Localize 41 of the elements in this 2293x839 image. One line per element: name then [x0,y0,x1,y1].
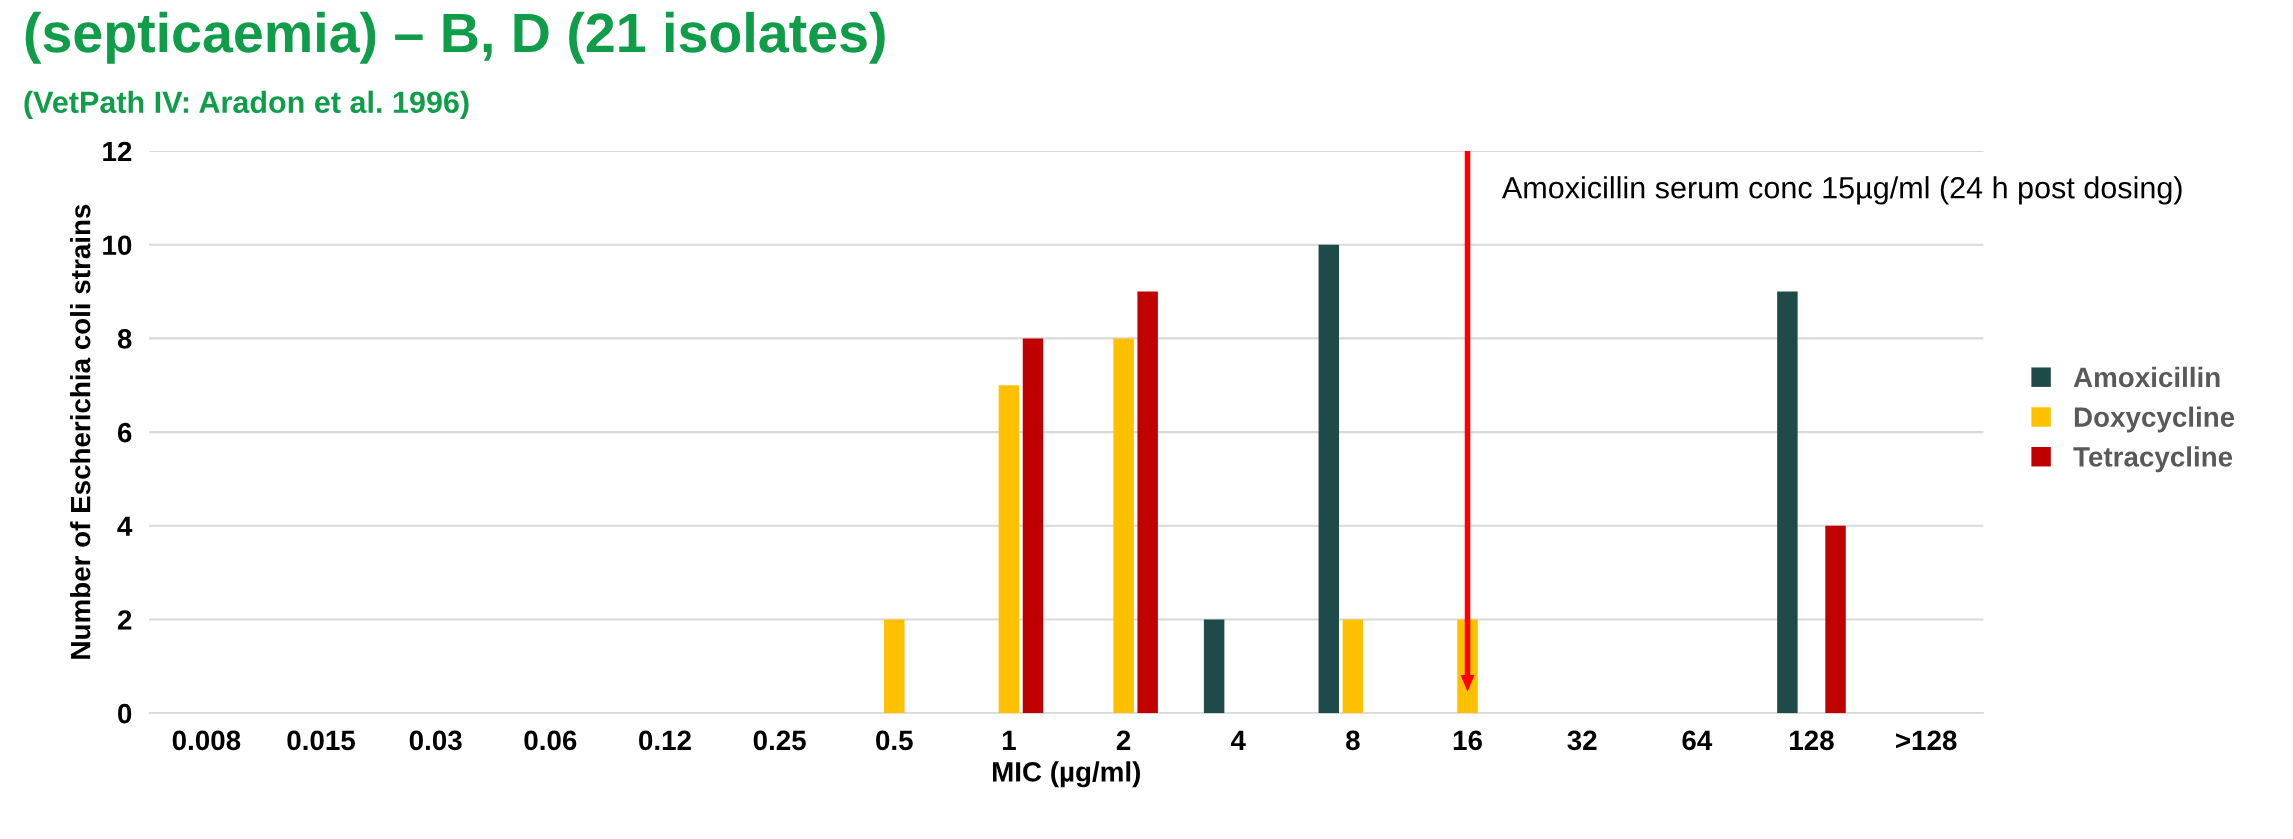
y-tick-label: 0 [118,703,132,724]
x-tick-label: 0.06 [524,730,577,751]
x-tick-label: 0.015 [287,730,356,751]
bar [1825,525,1846,714]
x-axis-title: MIC (µg/ml) [992,761,1140,788]
legend-label: Amoxicillin [2073,366,2220,388]
x-tick-label: >128 [1896,730,1957,751]
x-tick-label: 0.25 [753,730,806,751]
x-tick-label: 128 [1790,730,1834,751]
bar [1777,291,1798,714]
bar [1342,619,1364,714]
bar [1318,244,1340,714]
x-tick-label: 8 [1346,730,1360,751]
x-tick-label: 0.12 [639,730,691,751]
x-tick-label: 2 [1116,730,1131,750]
bar [1137,291,1158,714]
x-tick-label: 4 [1230,730,1246,750]
legend-label: Doxycycline [2074,406,2235,433]
y-axis-title: Number of Escherichia coli strains [70,204,91,659]
chart-subtitle: (VetPath IV: Aradon et al. 1996) [24,90,469,120]
y-tick-label: 6 [117,422,132,443]
x-tick-label: 0.03 [409,730,462,751]
bar [1203,619,1225,714]
x-tick-label: 16 [1453,730,1482,751]
y-tick-label: 8 [117,329,132,349]
x-tick-label: 0.008 [172,730,241,751]
x-tick-label: 0.5 [876,730,913,751]
legend-label: Tetracycline [2073,446,2233,473]
chart-title: (septicaemia) – B, D (21 isolates) [25,11,885,64]
y-tick-label: 2 [117,610,132,630]
bar [884,619,905,714]
y-tick-label: 10 [103,235,132,256]
bar [1113,338,1134,714]
bar [1022,338,1044,714]
y-tick-label: 4 [117,516,133,536]
x-tick-label: 1 [1002,730,1016,750]
y-tick-label: 12 [103,141,132,162]
ref-line-label: Amoxicillin serum conc 15µg/ml (24 h post dosing) [1501,176,2182,205]
x-tick-label: 64 [1682,730,1713,751]
x-tick-label: 32 [1567,730,1597,751]
bar [998,385,1020,714]
